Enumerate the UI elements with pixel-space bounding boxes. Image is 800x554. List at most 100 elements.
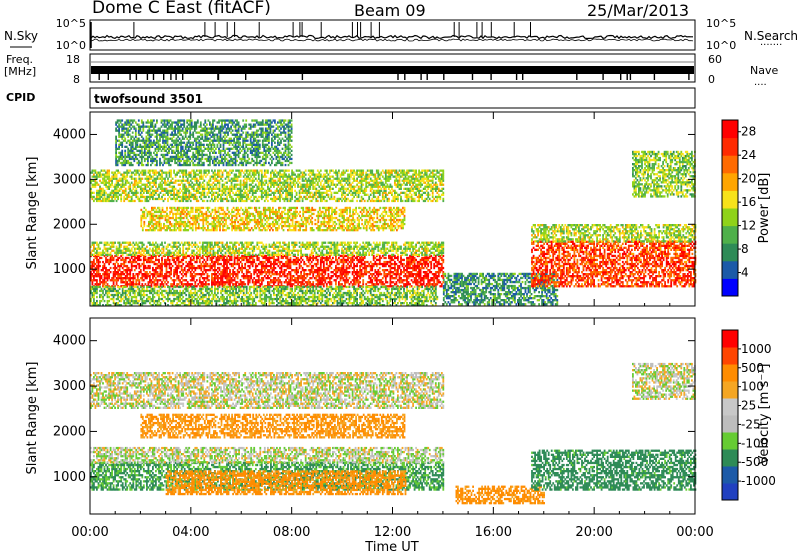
power-cell bbox=[327, 304, 330, 307]
power-cell bbox=[282, 289, 284, 293]
power-cell bbox=[117, 273, 119, 276]
power-cell bbox=[149, 216, 152, 220]
power-cell bbox=[391, 253, 393, 256]
power-cell bbox=[381, 264, 384, 268]
power-cell bbox=[318, 297, 321, 301]
power-cell bbox=[301, 295, 304, 299]
power-cell bbox=[90, 260, 92, 264]
power-cell bbox=[442, 260, 445, 264]
power-cell bbox=[164, 277, 166, 280]
power-cell bbox=[194, 281, 197, 284]
power-cell bbox=[378, 297, 381, 301]
power-cell bbox=[419, 243, 422, 246]
power-cell bbox=[183, 256, 186, 260]
power-cell bbox=[400, 254, 402, 258]
power-cell bbox=[182, 285, 185, 288]
power-cell bbox=[330, 245, 333, 248]
power-cell bbox=[389, 304, 392, 307]
power-cell bbox=[142, 299, 145, 303]
power-cell bbox=[400, 281, 402, 284]
power-cell bbox=[356, 269, 358, 272]
power-cell bbox=[124, 295, 127, 299]
power-cell bbox=[342, 262, 345, 266]
power-cell bbox=[217, 295, 219, 299]
power-cell bbox=[371, 283, 374, 286]
power-cell bbox=[167, 281, 169, 284]
power-cell bbox=[103, 262, 106, 266]
power-cell bbox=[324, 295, 327, 299]
power-cell bbox=[189, 293, 192, 297]
power-cell bbox=[186, 297, 189, 301]
power-cell bbox=[149, 289, 151, 293]
power-cell bbox=[425, 251, 428, 254]
power-cell bbox=[155, 224, 158, 228]
power-cell bbox=[238, 249, 240, 252]
power-cell bbox=[401, 258, 404, 262]
power-cell bbox=[176, 273, 178, 276]
power-cell bbox=[418, 241, 420, 244]
power-cell bbox=[200, 264, 203, 268]
power-cell bbox=[254, 304, 257, 307]
power-cell bbox=[282, 299, 284, 303]
power-cell bbox=[158, 289, 160, 293]
power-cell bbox=[247, 291, 250, 295]
power-cell bbox=[400, 251, 402, 254]
power-cell bbox=[229, 247, 231, 250]
power-cell bbox=[200, 297, 203, 301]
power-cell bbox=[368, 297, 371, 301]
power-cell bbox=[368, 262, 371, 266]
power-cell bbox=[253, 285, 256, 289]
power-cell bbox=[265, 245, 268, 248]
power-cell bbox=[233, 277, 236, 280]
power-cell bbox=[360, 299, 363, 303]
power-cell bbox=[106, 299, 109, 303]
power-cell bbox=[345, 275, 348, 278]
power-cell bbox=[182, 256, 185, 260]
power-cell bbox=[301, 285, 304, 289]
power-cell bbox=[112, 245, 115, 248]
power-cell bbox=[406, 279, 408, 282]
power-cell bbox=[211, 302, 213, 305]
power-cell bbox=[96, 302, 98, 305]
power-cell bbox=[413, 247, 416, 250]
power-cell bbox=[201, 287, 204, 291]
power-cell bbox=[169, 210, 171, 214]
power-cell bbox=[391, 243, 393, 246]
power-cell bbox=[312, 247, 315, 250]
power-cell bbox=[142, 247, 145, 250]
power-cell bbox=[163, 222, 165, 226]
power-cell bbox=[442, 254, 445, 258]
power-cell bbox=[431, 277, 434, 280]
power-cell bbox=[436, 297, 439, 301]
power-cell bbox=[146, 271, 148, 274]
power-cell bbox=[130, 287, 133, 291]
power-cell bbox=[198, 281, 201, 284]
power-cell bbox=[362, 253, 365, 256]
power-cell bbox=[198, 285, 201, 288]
power-cell bbox=[224, 266, 227, 270]
power-cell bbox=[383, 256, 386, 260]
power-cell bbox=[295, 287, 298, 291]
power-cell bbox=[394, 302, 396, 305]
power-cell bbox=[99, 247, 101, 250]
power-cell bbox=[295, 285, 298, 289]
power-cell bbox=[428, 256, 431, 260]
power-cell bbox=[224, 258, 227, 262]
power-cell bbox=[186, 299, 189, 303]
power-cell bbox=[318, 266, 321, 270]
power-cell bbox=[353, 245, 355, 248]
power-cell bbox=[118, 304, 121, 307]
power-cell bbox=[289, 277, 292, 280]
power-cell bbox=[378, 262, 381, 266]
power-cell bbox=[356, 262, 358, 266]
power-cell bbox=[208, 269, 210, 272]
power-cell bbox=[191, 291, 194, 295]
power-cell bbox=[149, 295, 151, 299]
power-cell bbox=[427, 264, 430, 268]
power-cell bbox=[123, 241, 126, 244]
power-cell bbox=[91, 291, 94, 295]
power-cell bbox=[259, 260, 262, 264]
power-cell bbox=[335, 249, 337, 252]
power-cell bbox=[177, 245, 180, 248]
power-cell bbox=[235, 302, 237, 305]
